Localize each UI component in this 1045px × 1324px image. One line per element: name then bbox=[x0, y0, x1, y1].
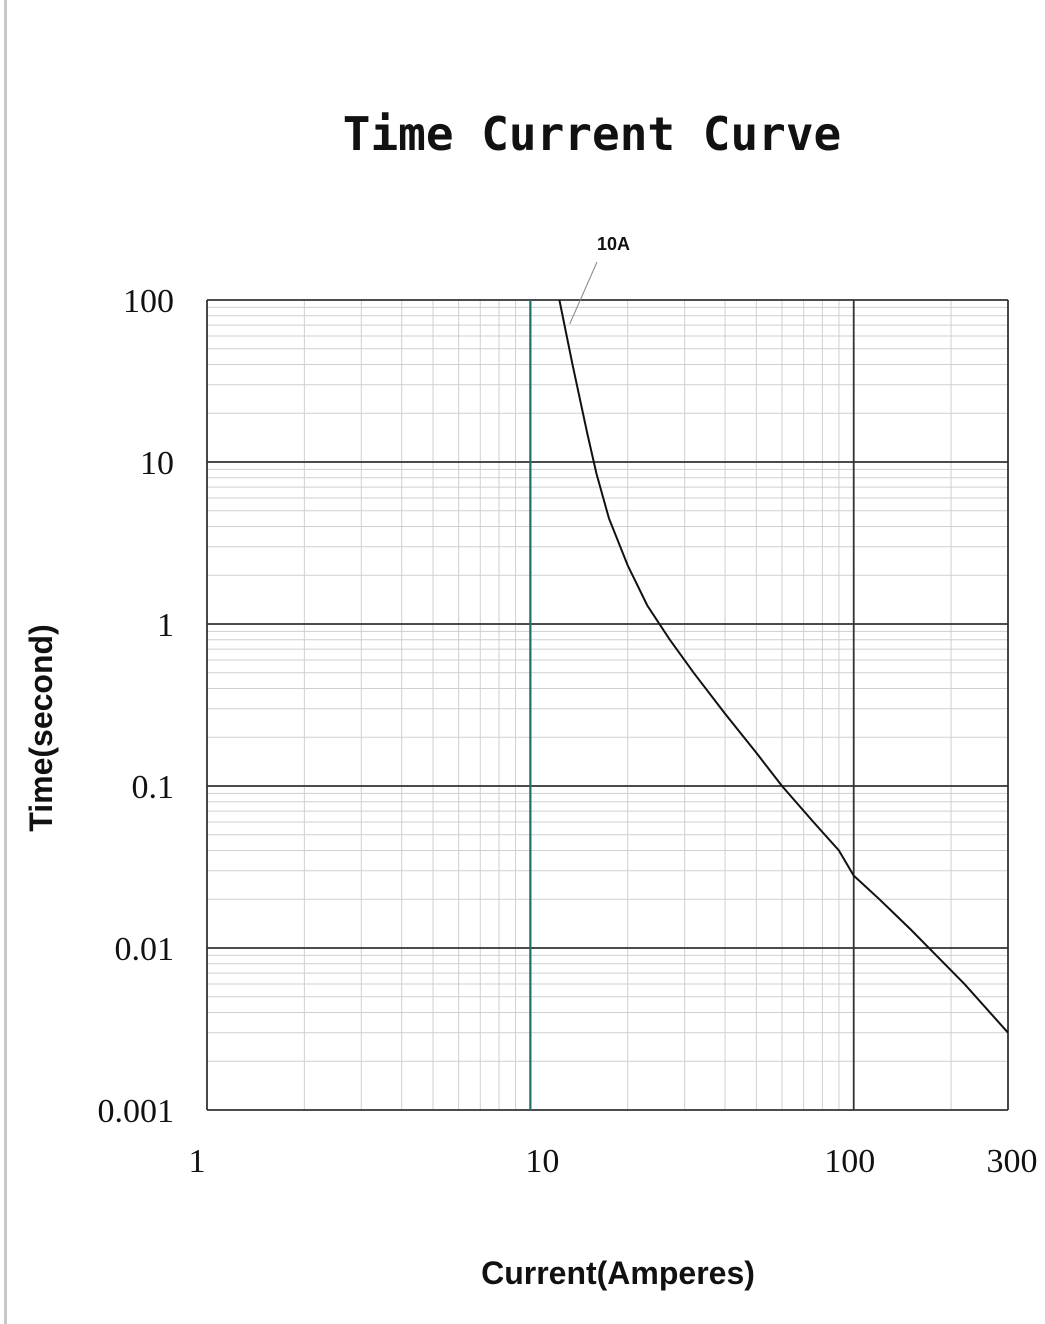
annotation-label: 10A bbox=[597, 234, 630, 254]
series-layer bbox=[558, 299, 1009, 1034]
x-tick-label: 1 bbox=[189, 1143, 206, 1180]
y-tick-label: 10 bbox=[140, 445, 174, 482]
chart-title: Time Current Curve bbox=[343, 107, 842, 161]
y-axis-label: Time(second) bbox=[23, 624, 59, 831]
grid bbox=[206, 299, 1009, 1111]
y-tick-label: 0.1 bbox=[132, 769, 175, 806]
y-tick-label: 0.01 bbox=[115, 931, 175, 968]
x-tick-label: 10 bbox=[525, 1143, 559, 1180]
left-border-rule bbox=[4, 0, 7, 1324]
x-tick-label: 300 bbox=[987, 1143, 1038, 1180]
annotation-leader-line bbox=[569, 261, 598, 325]
tick-labels: 100 10 1 0.1 0.01 0.001 1 10 100 300 bbox=[98, 283, 1038, 1180]
annotations: 10A bbox=[569, 234, 630, 325]
x-axis-label: Current(Amperes) bbox=[481, 1255, 755, 1291]
series-line-10A bbox=[558, 299, 1009, 1034]
x-tick-label: 100 bbox=[824, 1143, 875, 1180]
y-tick-label: 0.001 bbox=[98, 1093, 175, 1130]
y-tick-label: 1 bbox=[157, 607, 174, 644]
y-tick-label: 100 bbox=[123, 283, 174, 320]
